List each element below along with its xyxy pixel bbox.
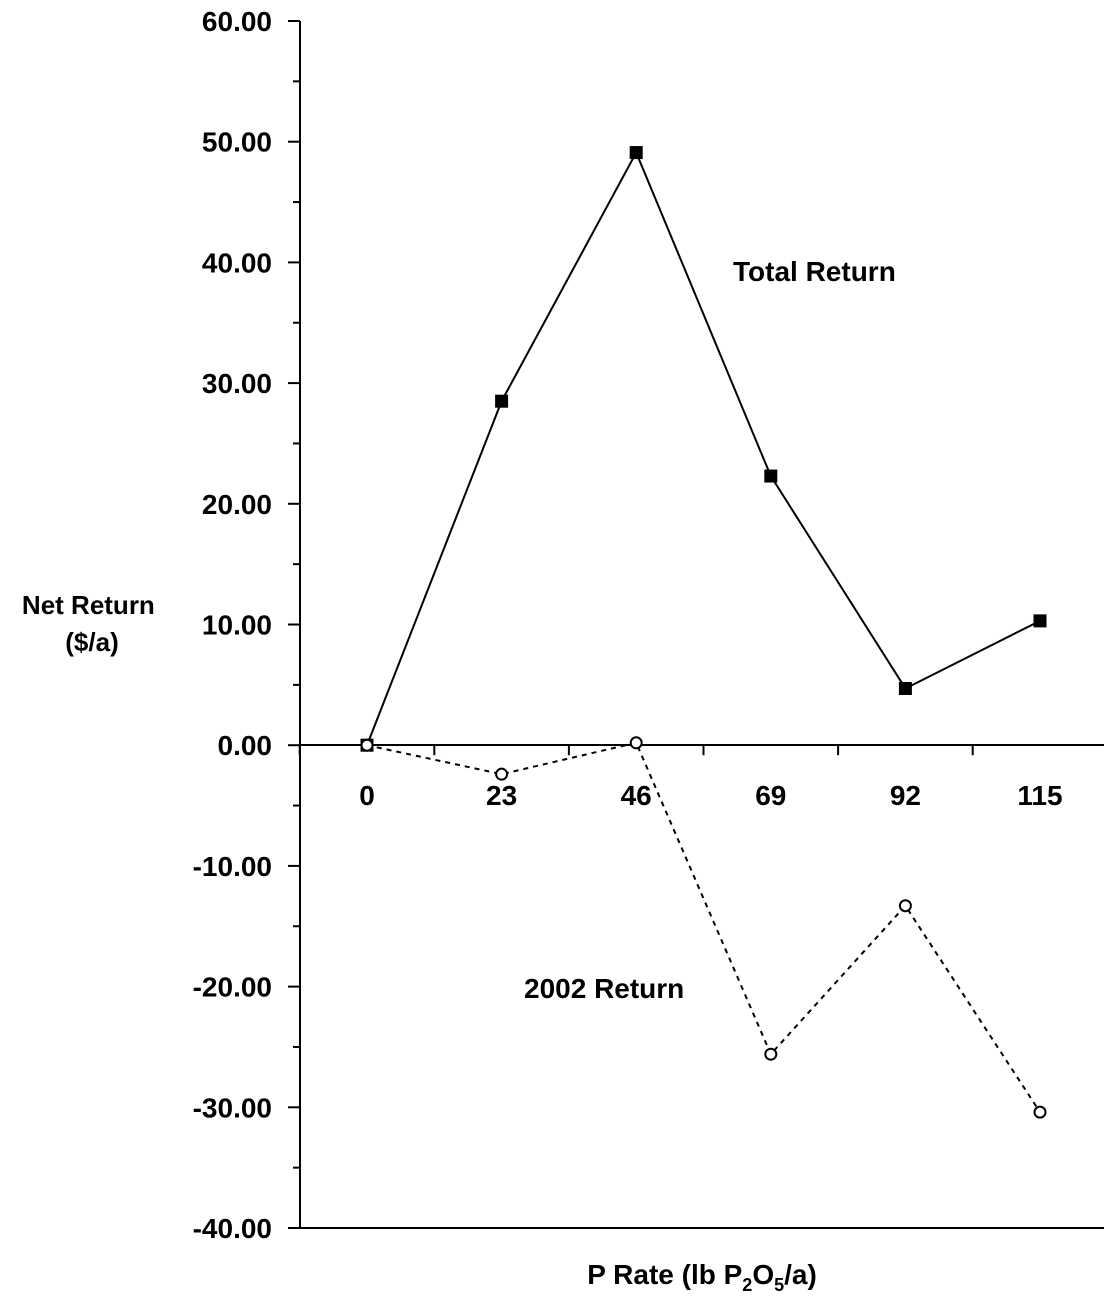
y-tick-label: 50.00 — [202, 127, 272, 158]
y-tick-label: 10.00 — [202, 610, 272, 641]
x-axis-label-mid: O — [752, 1259, 774, 1290]
total-return-point — [898, 681, 912, 695]
x-axis-label-main: P Rate (lb P — [587, 1259, 742, 1290]
x-tick-label: 115 — [1017, 780, 1062, 811]
series-line-2002-return — [366, 741, 1041, 1113]
total-return-point — [629, 146, 643, 160]
2002-return-point — [360, 738, 374, 752]
x-axis-label-sub2: 5 — [774, 1275, 784, 1295]
series-label-total-return: Total Return — [733, 256, 896, 287]
x-axis-label-tail: /a) — [784, 1259, 817, 1290]
y-axis-label: Net Return ($/a) — [22, 590, 162, 657]
series-line-total-return — [366, 150, 1041, 746]
2002-return-point — [764, 1047, 778, 1061]
x-tick-label: 23 — [486, 780, 517, 811]
x-ticks: 0 23 46 69 92 115 — [298, 745, 1063, 811]
series-layer — [360, 146, 1047, 1119]
x-tick-label: 69 — [755, 780, 786, 811]
2002-return-point — [1033, 1105, 1047, 1119]
y-tick-label: -40.00 — [193, 1213, 272, 1244]
y-tick-label: 30.00 — [202, 368, 272, 399]
y-ticks: 60.00 50.00 40.00 30.00 20.00 10.00 0.00 -10.00… — [193, 6, 300, 1244]
y-tick-label: 0.00 — [218, 730, 273, 761]
2002-return-point — [495, 767, 509, 781]
2002-return-point — [629, 736, 643, 750]
x-tick-label: 92 — [890, 780, 921, 811]
y-tick-label: 60.00 — [202, 6, 272, 37]
y-tick-label: -30.00 — [193, 1092, 272, 1123]
2002-return-point — [898, 899, 912, 913]
x-axis-label: P Rate (lb P2O5/a) — [587, 1259, 817, 1295]
y-tick-label: -20.00 — [193, 972, 272, 1003]
x-tick-label: 46 — [621, 780, 652, 811]
y-tick-label: -10.00 — [193, 851, 272, 882]
total-return-point — [1033, 614, 1047, 628]
y-axis-label-line-1: Net Return — [22, 590, 155, 620]
y-tick-label: 20.00 — [202, 489, 272, 520]
y-tick-label: 40.00 — [202, 247, 272, 278]
x-tick-label: 0 — [359, 780, 375, 811]
total-return-point — [495, 394, 509, 408]
series-label-2002-return: 2002 Return — [524, 973, 684, 1004]
total-return-point — [764, 469, 778, 483]
x-axis-label-sub1: 2 — [742, 1275, 752, 1295]
y-axis-label-line-2: ($/a) — [65, 627, 118, 657]
